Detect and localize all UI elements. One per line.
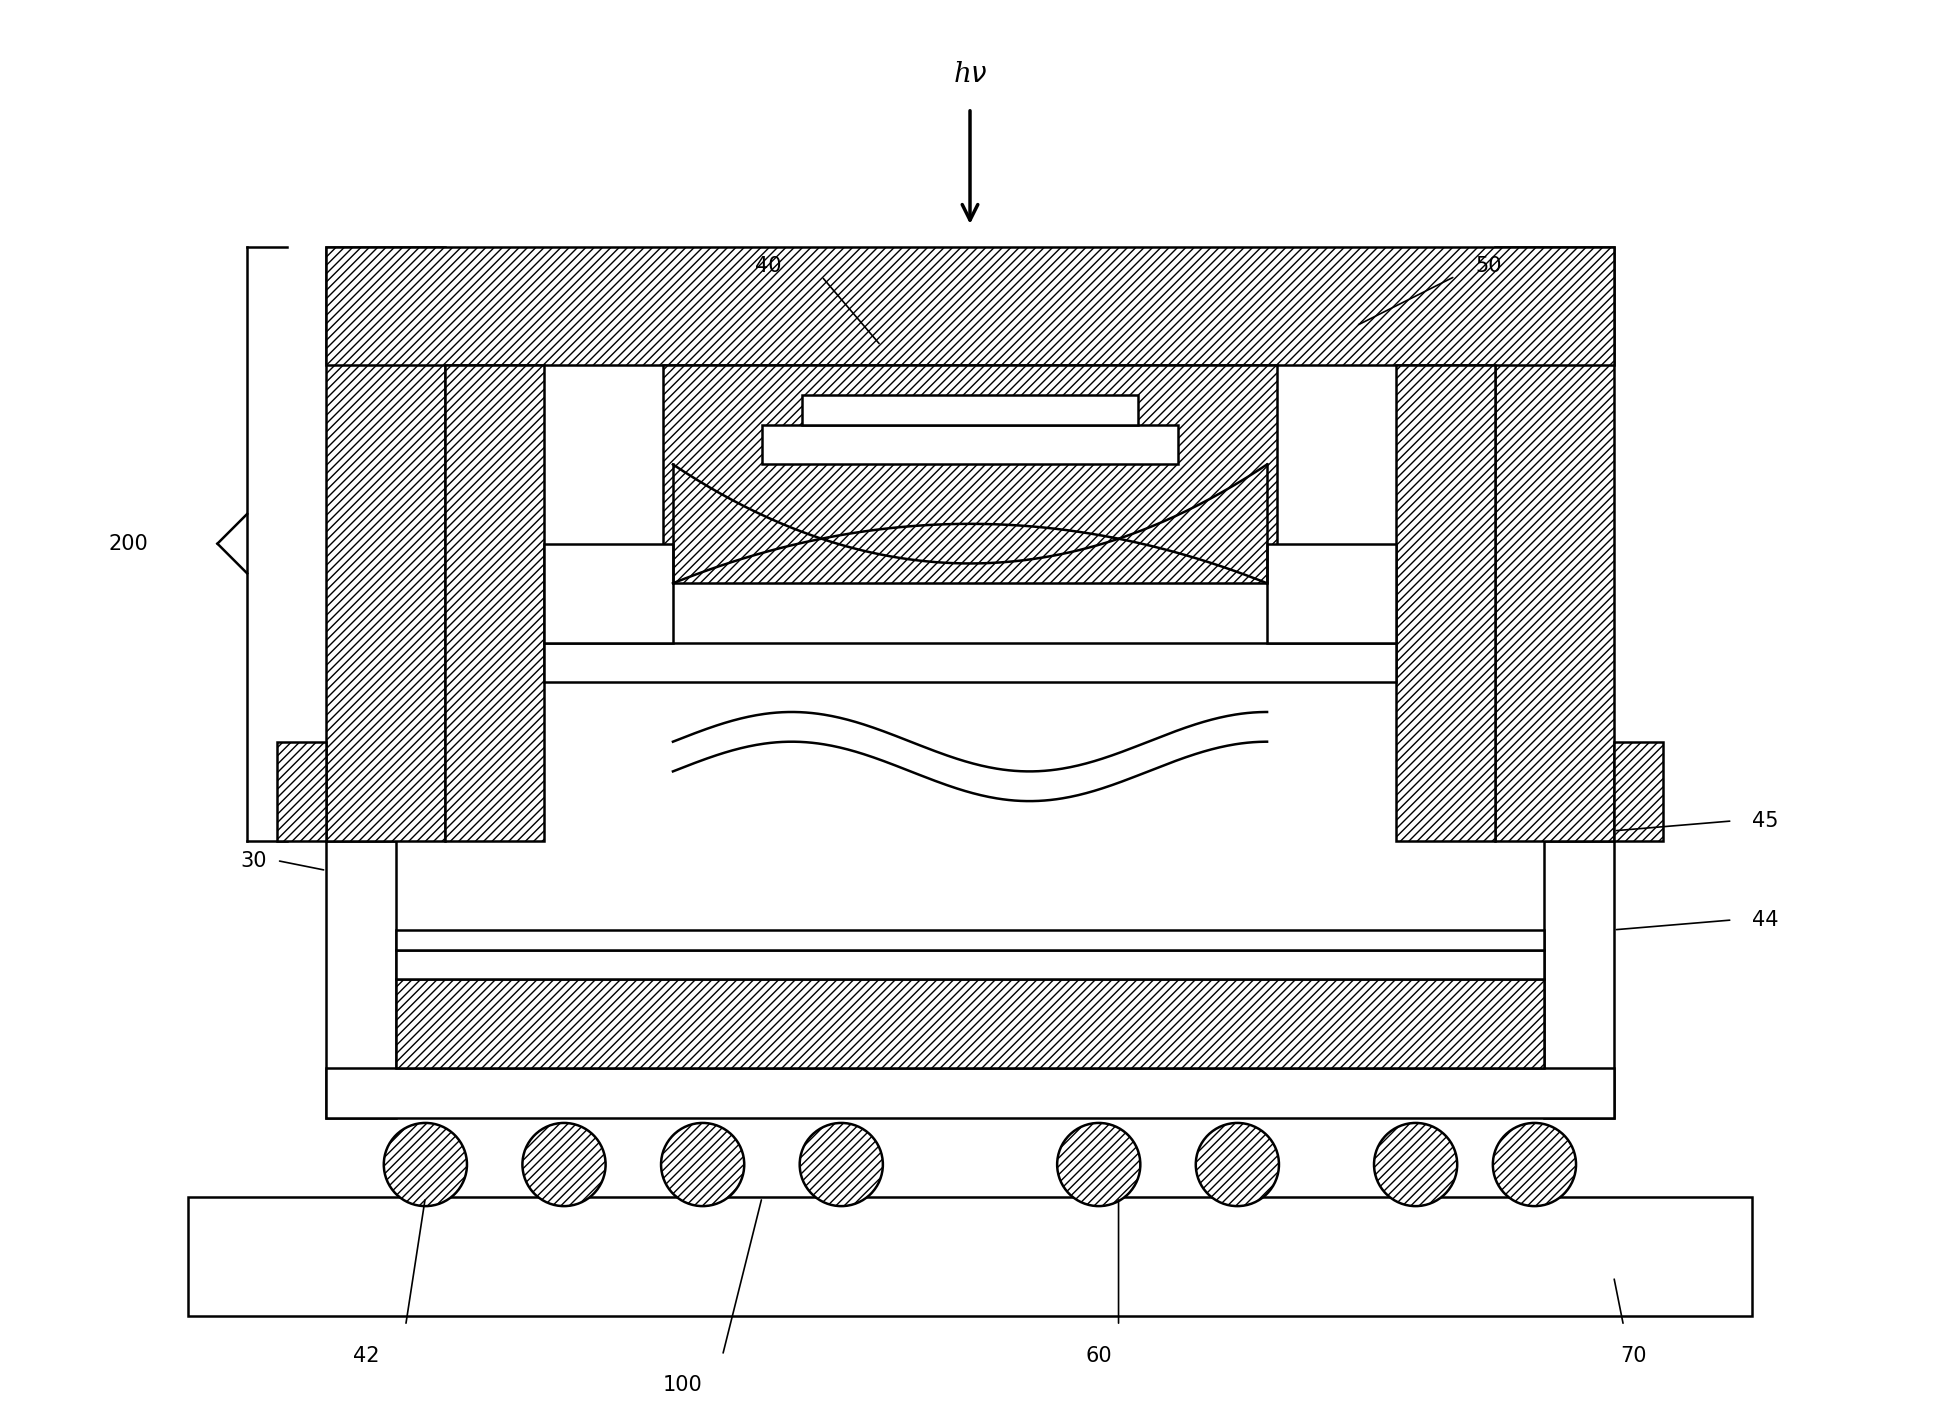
Bar [326,246,1614,365]
Bar [1396,365,1495,840]
Bar [1266,543,1396,643]
Bar [396,930,1544,950]
Bar [1544,840,1614,1118]
Bar [1614,742,1662,840]
Text: 50: 50 [1476,256,1501,276]
Text: 42: 42 [353,1345,379,1365]
Bar [662,365,1278,583]
Bar [188,1197,1752,1315]
Text: 30: 30 [241,850,266,870]
Bar [1495,246,1614,840]
Circle shape [660,1123,744,1206]
Bar [326,840,396,1118]
Circle shape [1196,1123,1280,1206]
Circle shape [1056,1123,1140,1206]
Bar [544,643,1396,683]
Text: h$\nu$: h$\nu$ [954,61,987,88]
Bar [544,543,674,643]
Circle shape [1375,1123,1456,1206]
Text: 200: 200 [109,533,148,553]
Bar [761,425,1179,465]
Bar [445,365,544,840]
Text: 100: 100 [662,1375,703,1395]
Circle shape [800,1123,884,1206]
Bar [396,950,1544,980]
Bar [802,395,1138,425]
Text: 70: 70 [1620,1345,1647,1365]
Text: 44: 44 [1752,910,1779,930]
Text: 60: 60 [1086,1345,1113,1365]
Bar [326,246,445,840]
Bar [396,980,1544,1068]
Bar [278,742,326,840]
Text: 40: 40 [755,256,783,276]
Bar [326,1068,1614,1118]
Circle shape [1493,1123,1577,1206]
Circle shape [385,1123,466,1206]
Text: 45: 45 [1752,811,1779,830]
Circle shape [522,1123,606,1206]
